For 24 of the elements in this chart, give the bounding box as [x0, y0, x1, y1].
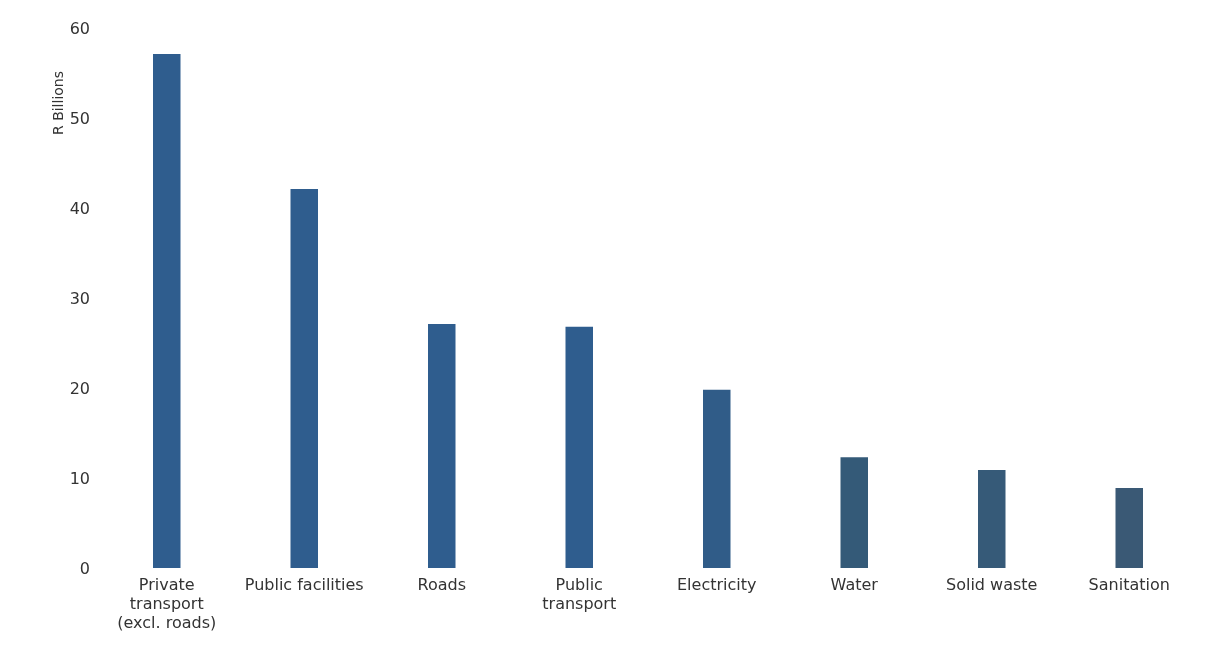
bar	[703, 389, 731, 568]
y-axis-title: R Billions	[49, 70, 66, 136]
y-tick-label: 20	[69, 378, 90, 398]
x-tick-label: Sanitation	[1088, 575, 1170, 594]
y-tick-label: 40	[69, 198, 90, 218]
y-tick-label: 10	[69, 468, 90, 488]
y-tick-label: 30	[69, 288, 90, 308]
bar	[1115, 487, 1143, 568]
bar	[840, 457, 868, 568]
bar	[428, 324, 456, 568]
x-tick-label: Roads	[417, 575, 466, 594]
bar	[290, 189, 318, 568]
x-tick-label: Public facilities	[244, 575, 364, 594]
x-tick-label: Private transport (excl. roads)	[117, 575, 217, 632]
y-tick-label: 0	[79, 558, 90, 578]
bar	[153, 54, 181, 568]
x-tick-label: Public transport	[542, 575, 617, 613]
y-tick-label: 50	[69, 108, 90, 128]
y-tick-label: 60	[69, 18, 90, 38]
x-tick-label: Electricity	[677, 575, 757, 594]
bar	[565, 326, 593, 568]
x-tick-label: Solid waste	[946, 575, 1038, 594]
bar	[978, 469, 1006, 568]
x-tick-label: Water	[830, 575, 879, 594]
